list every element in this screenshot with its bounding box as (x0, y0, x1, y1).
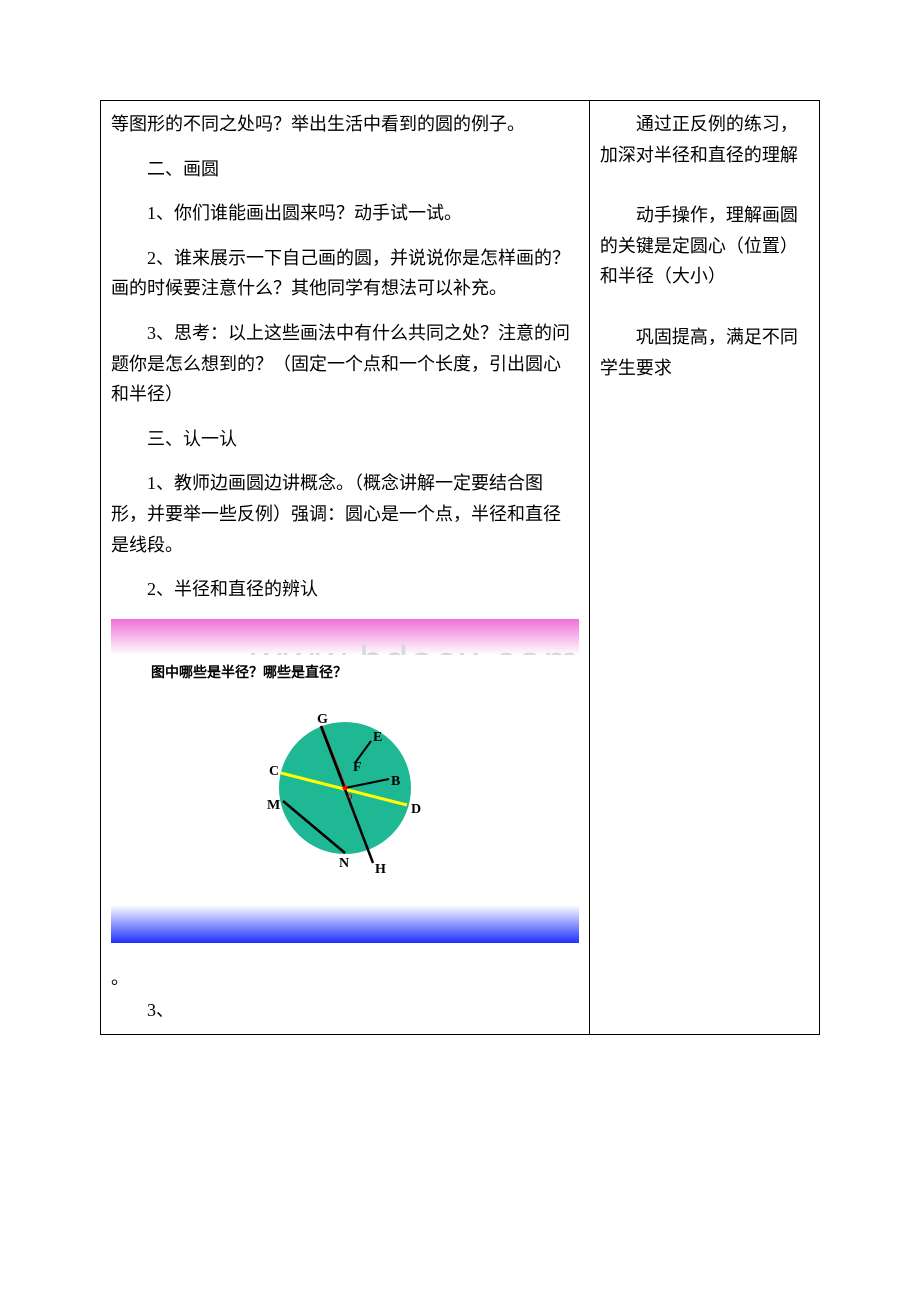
heading-3: 三、认一认 (111, 424, 579, 455)
lesson-table: 等图形的不同之处吗？举出生活中看到的圆的例子。 二、画圆 1、你们谁能画出圆来吗… (100, 100, 820, 1035)
label-c: C (269, 764, 279, 779)
label-o: o (347, 790, 353, 802)
para-2-3: 3、思考：以上这些画法中有什么共同之处？注意的问题你是怎么想到的？（固定一个点和… (111, 318, 579, 410)
para-intro: 等图形的不同之处吗？举出生活中看到的圆的例子。 (111, 109, 579, 140)
right-cell: 通过正反例的练习，加深对半径和直径的理解 动手操作，理解画圆的关键是定圆心（位置… (589, 101, 819, 1035)
para-2-2: 2、谁来展示一下自己画的圆，并说说你是怎样画的？画的时候要注意什么？其他同学有想… (111, 243, 579, 304)
para-3-2: 2、半径和直径的辨认 (111, 574, 579, 605)
item-3: 3、 (111, 995, 579, 1026)
heading-2: 二、画圆 (111, 154, 579, 185)
diagram-question: 图中哪些是半径？哪些是直径？ (151, 661, 579, 685)
circle-diagram: G E F C B M D N H o (235, 693, 455, 893)
note-2: 动手操作，理解画圆的关键是定圆心（位置）和半径（大小） (600, 200, 809, 292)
label-g: G (317, 712, 328, 727)
left-cell: 等图形的不同之处吗？举出生活中看到的圆的例子。 二、画圆 1、你们谁能画出圆来吗… (101, 101, 590, 1035)
para-2-1: 1、你们谁能画出圆来吗？动手试一试。 (111, 198, 579, 229)
note-1: 通过正反例的练习，加深对半径和直径的理解 (600, 109, 809, 170)
para-3-1: 1、教师边画圆边讲概念。（概念讲解一定要结合图形，并要举一些反例）强调：圆心是一… (111, 468, 579, 560)
label-f: F (353, 760, 362, 775)
label-d: D (411, 802, 421, 817)
note-3: 巩固提高，满足不同学生要求 (600, 322, 809, 383)
trailing-period: 。 (111, 963, 579, 994)
label-b: B (391, 774, 400, 789)
gradient-bar-top (111, 619, 579, 655)
diagram-body: 图中哪些是半径？哪些是直径？ (111, 655, 579, 905)
gradient-bar-bottom (111, 905, 579, 943)
label-h: H (375, 862, 386, 877)
label-n: N (339, 856, 349, 871)
label-e: E (373, 730, 382, 745)
diagram-container: www.bdocx.com 图中哪些是半径？哪些是直径？ (111, 619, 579, 943)
label-m: M (267, 798, 280, 813)
